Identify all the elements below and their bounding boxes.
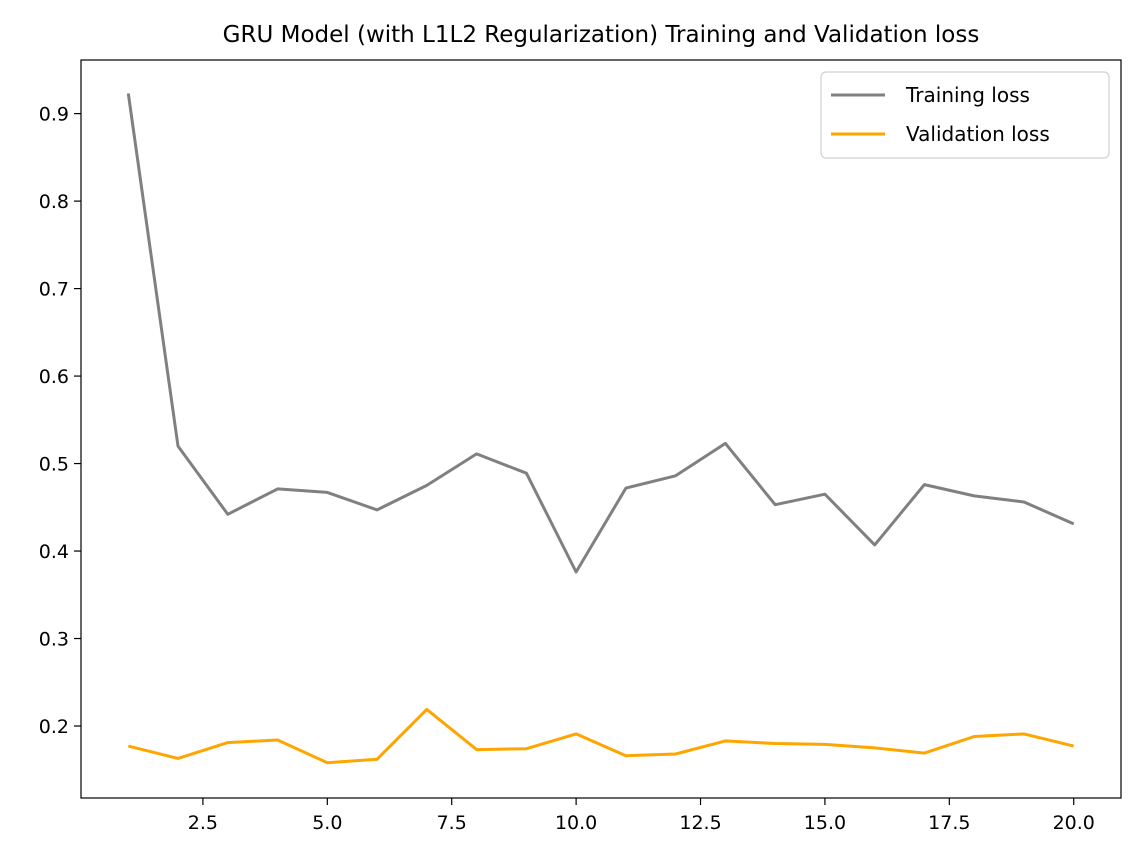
series-line-training-loss: [126, 93, 1075, 574]
y-tick-label: 0.3: [39, 629, 69, 651]
x-tick-label: 2.5: [188, 812, 218, 834]
x-tick-label: 5.0: [312, 812, 342, 834]
axes-frame: [80, 59, 1122, 799]
x-tick-label: 7.5: [437, 812, 467, 834]
x-tick-label: 20.0: [1053, 812, 1095, 834]
y-tick-label: 0.4: [39, 541, 69, 563]
y-tick-label: 0.6: [39, 366, 69, 388]
legend-box: [820, 71, 1110, 159]
y-axis: 0.2 0.3 0.4 0.5 0.6 0.7 0.8 0.9: [39, 104, 81, 738]
y-tick-label: 0.9: [39, 104, 69, 126]
x-tick-label: 12.5: [679, 812, 721, 834]
plot-area: [126, 93, 1075, 765]
y-tick-label: 0.8: [39, 191, 69, 213]
chart-title: GRU Model (with L1L2 Regularization) Tra…: [223, 22, 980, 48]
y-tick-label: 0.2: [39, 716, 69, 738]
series-line-validation-loss: [127, 707, 1075, 765]
x-tick-label: 10.0: [555, 812, 597, 834]
y-tick-label: 0.5: [39, 454, 69, 476]
x-axis: 2.5 5.0 7.5 10.0 12.5 15.0 17.5 20.0: [188, 798, 1095, 834]
y-tick-label: 0.7: [39, 279, 69, 301]
legend-label-training: Training loss: [905, 83, 1030, 107]
legend: Training loss Validation loss: [820, 71, 1110, 159]
x-tick-label: 17.5: [928, 812, 970, 834]
x-tick-label: 15.0: [804, 812, 846, 834]
legend-label-validation: Validation loss: [906, 122, 1050, 146]
